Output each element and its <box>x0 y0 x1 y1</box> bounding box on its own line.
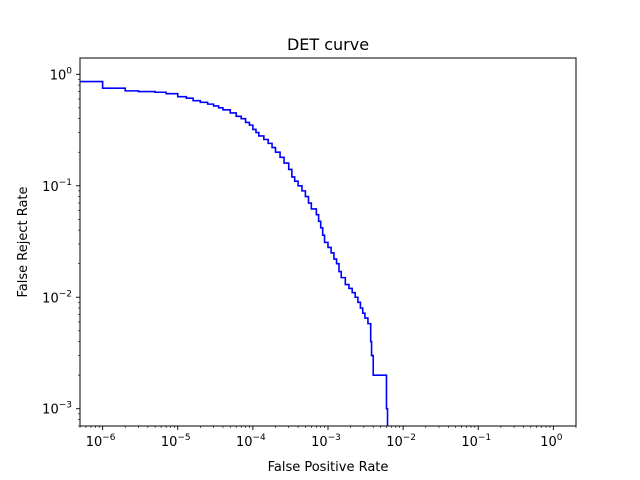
x-axis-label: False Positive Rate <box>268 460 389 475</box>
axes: 10−6 10−5 10−4 10−3 10−2 10−1 100 10−3 10−2 10−1 1… <box>42 66 577 450</box>
det-curve-line <box>80 80 389 426</box>
y-tick-label: 100 <box>50 66 73 83</box>
y-tick-label: 10−2 <box>42 289 72 306</box>
x-tick-label: 10−2 <box>386 433 416 450</box>
axes-frame <box>79 57 577 427</box>
x-tick-label: 100 <box>540 433 563 450</box>
x-tick-label: 10−5 <box>161 433 191 450</box>
chart-title: DET curve <box>287 35 369 54</box>
x-tick-label: 10−3 <box>311 433 341 450</box>
x-tick-label: 10−1 <box>461 433 491 450</box>
y-tick-label: 10−3 <box>42 401 72 418</box>
y-axis-label: False Reject Rate <box>16 186 31 297</box>
plot-area <box>80 80 389 426</box>
y-tick-label: 10−1 <box>42 178 72 195</box>
x-tick-label: 10−4 <box>236 433 266 450</box>
x-tick-label: 10−6 <box>86 433 116 450</box>
